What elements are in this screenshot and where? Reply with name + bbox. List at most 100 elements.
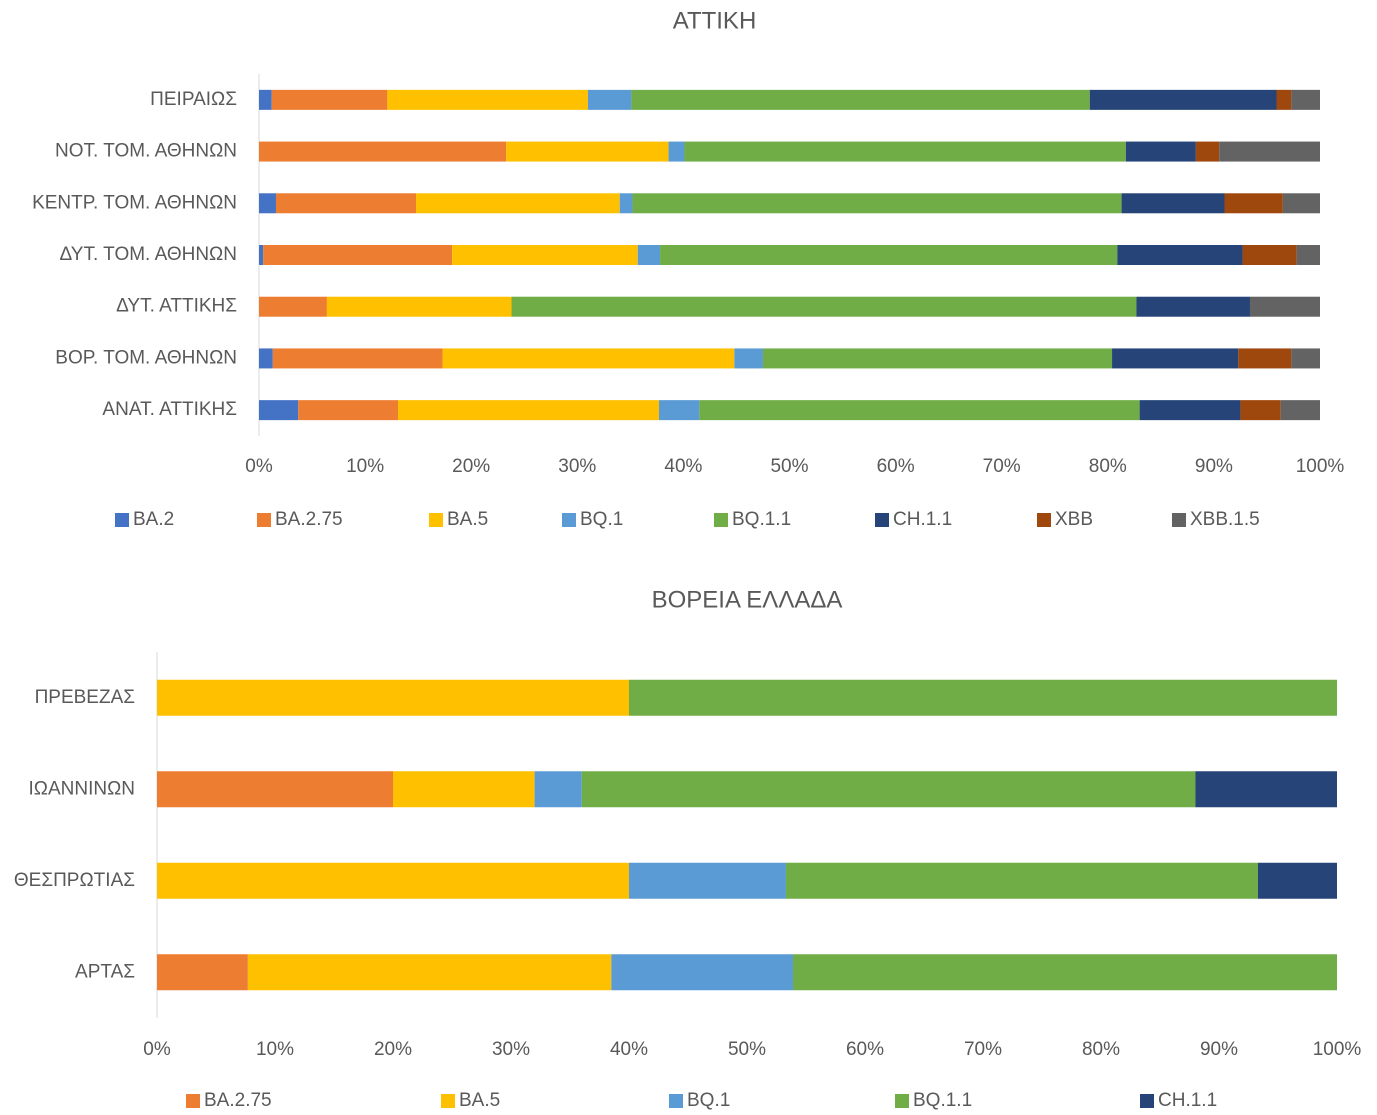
x-tick-label: 0% xyxy=(245,456,273,477)
legend-swatch xyxy=(115,513,129,527)
bar-segment xyxy=(259,296,327,317)
legend-label: CH.1.1 xyxy=(1158,1090,1217,1111)
y-tick-label: ΙΩΑΝΝΙΝΩΝ xyxy=(28,778,135,799)
bar-segment xyxy=(247,954,612,991)
legend-label: BA.2 xyxy=(133,509,174,530)
bar-segment xyxy=(1276,89,1292,110)
bar-segment xyxy=(271,89,388,110)
legend-label: BA.5 xyxy=(447,509,488,530)
x-tick-label: 30% xyxy=(492,1039,530,1060)
y-tick-label: ΠΡΕΒΕΖΑΣ xyxy=(35,687,135,708)
y-tick-label: ΔΥΤ. ΑΤΤΙΚΗΣ xyxy=(116,296,237,317)
legend-label: CH.1.1 xyxy=(893,509,952,530)
bar-segment xyxy=(416,193,620,214)
bar-segment xyxy=(259,400,299,421)
legend-label: BQ.1 xyxy=(687,1090,730,1111)
legend-swatch xyxy=(875,513,889,527)
x-tick-label: 0% xyxy=(143,1039,171,1060)
bar-segment xyxy=(1125,141,1196,162)
bar-segment xyxy=(452,245,638,265)
bar-segment xyxy=(442,348,735,369)
bar-segment xyxy=(1291,89,1320,110)
bar-segment xyxy=(611,954,794,991)
bar-segment xyxy=(1280,400,1320,421)
bar-segment xyxy=(785,862,1258,899)
legend-label: BQ.1.1 xyxy=(732,509,791,530)
bar-segment xyxy=(619,193,633,214)
x-tick-label: 100% xyxy=(1296,456,1345,477)
x-tick-label: 10% xyxy=(346,456,384,477)
legend-swatch xyxy=(669,1094,683,1108)
y-tick-label: ΚΕΝΤΡ. ΤΟΜ. ΑΘΗΝΩΝ xyxy=(32,192,237,213)
x-tick-label: 70% xyxy=(983,456,1021,477)
bar-segment xyxy=(259,89,272,110)
bar-segment xyxy=(1257,862,1337,899)
bar-segment xyxy=(631,89,1090,110)
x-tick-label: 70% xyxy=(964,1039,1002,1060)
bar-segment xyxy=(397,400,659,421)
legend-swatch xyxy=(257,513,271,527)
x-tick-label: 80% xyxy=(1082,1039,1120,1060)
bar-segment xyxy=(734,348,763,369)
x-tick-label: 90% xyxy=(1195,456,1233,477)
bar-segment xyxy=(157,954,248,991)
x-tick-label: 80% xyxy=(1089,456,1127,477)
bar-segment xyxy=(684,141,1126,162)
bar-segment xyxy=(275,193,417,214)
bar-segment xyxy=(1238,348,1292,369)
legend-swatch xyxy=(1140,1094,1154,1108)
bar-segment xyxy=(629,679,1337,716)
bar-segment xyxy=(157,679,629,716)
legend-swatch xyxy=(441,1094,455,1108)
y-tick-label: ΑΝΑΤ. ΑΤΤΙΚΗΣ xyxy=(102,399,237,420)
bar-segment xyxy=(1282,193,1320,214)
legend-label: XBB xyxy=(1055,509,1093,530)
bar-segment xyxy=(699,400,1140,421)
bar-segment xyxy=(1195,141,1220,162)
bar-segment xyxy=(1291,348,1320,369)
bar-segment xyxy=(298,400,398,421)
bar-segment xyxy=(506,141,669,162)
bar-segment xyxy=(259,348,273,369)
bar-segment xyxy=(1089,89,1277,110)
bar-segment xyxy=(263,245,453,265)
bar-segment xyxy=(1121,193,1225,214)
x-tick-label: 40% xyxy=(664,456,702,477)
bar-segment xyxy=(793,954,1337,991)
legend-swatch xyxy=(714,513,728,527)
y-tick-label: ΒΟΡ. ΤΟΜ. ΑΘΗΝΩΝ xyxy=(55,347,237,368)
x-tick-label: 50% xyxy=(770,456,808,477)
bar-segment xyxy=(629,862,786,899)
x-tick-label: 60% xyxy=(846,1039,884,1060)
bar-segment xyxy=(581,771,1196,808)
x-tick-label: 100% xyxy=(1313,1039,1362,1060)
bar-segment xyxy=(1249,296,1320,317)
legend-swatch xyxy=(429,513,443,527)
chart-title: ΒΟΡΕΙΑ ΕΛΛΑΔΑ xyxy=(652,586,843,613)
bar-segment xyxy=(587,89,632,110)
legend-swatch xyxy=(562,513,576,527)
x-tick-label: 10% xyxy=(256,1039,294,1060)
bar-segment xyxy=(1195,771,1337,808)
legend-label: BQ.1 xyxy=(580,509,623,530)
bar-segment xyxy=(326,296,512,317)
legend-label: XBB.1.5 xyxy=(1190,509,1260,530)
bar-segment xyxy=(259,245,264,265)
bar-segment xyxy=(668,141,685,162)
bar-segment xyxy=(632,193,1122,214)
bar-segment xyxy=(157,771,393,808)
y-tick-label: ΠΕΙΡΑΙΩΣ xyxy=(150,89,237,110)
bar-segment xyxy=(387,89,588,110)
bar-segment xyxy=(1240,400,1281,421)
bar-segment xyxy=(511,296,1137,317)
bar-segment xyxy=(534,771,582,808)
bar-segment xyxy=(1224,193,1283,214)
bar-segment xyxy=(1219,141,1320,162)
bar-segment xyxy=(259,141,507,162)
x-tick-label: 30% xyxy=(558,456,596,477)
bar-segment xyxy=(1136,296,1250,317)
bar-segment xyxy=(272,348,443,369)
bar-segment xyxy=(259,193,276,214)
bar-segment xyxy=(393,771,535,808)
bar-segment xyxy=(637,245,661,265)
